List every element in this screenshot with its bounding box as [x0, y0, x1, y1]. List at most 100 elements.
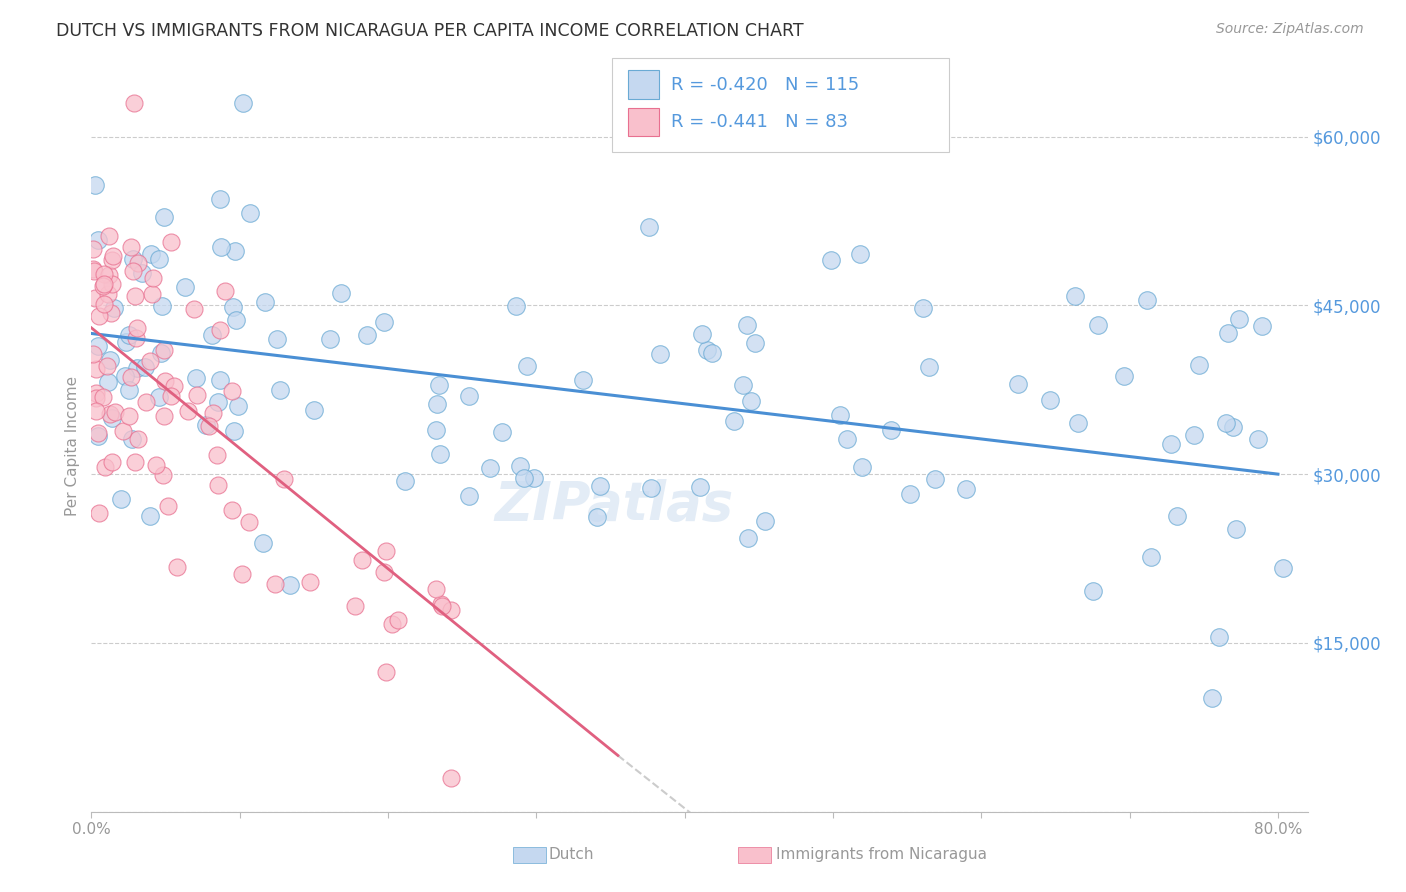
Point [225, 312, 247, 326]
Point [135, 395, 157, 409]
Point [1216, 326, 1239, 341]
Point [87, 506, 110, 520]
Point [84, 391, 107, 405]
Point [458, 389, 481, 403]
Point [224, 244, 246, 258]
Point [153, 210, 176, 224]
Point [820, 252, 842, 267]
Point [222, 301, 245, 315]
Point [429, 597, 451, 611]
Point [298, 575, 321, 590]
Point [131, 266, 153, 280]
Point [1112, 368, 1135, 383]
Point [91, 278, 114, 293]
Point [148, 252, 170, 267]
Point [723, 415, 745, 429]
Text: Immigrants from Nicaragua: Immigrants from Nicaragua [776, 847, 987, 862]
Point [264, 577, 287, 591]
Point [252, 536, 274, 550]
Point [209, 239, 232, 253]
Point [1166, 509, 1188, 524]
Point [98, 352, 121, 367]
Point [735, 318, 758, 333]
Point [142, 271, 165, 285]
Point [737, 531, 759, 545]
Point [201, 327, 224, 342]
Point [318, 332, 340, 346]
Point [1208, 630, 1230, 644]
Point [304, 402, 326, 417]
Point [440, 771, 463, 785]
Point [638, 219, 661, 234]
Point [880, 423, 903, 437]
Point [124, 289, 146, 303]
Point [186, 388, 208, 402]
Point [343, 599, 366, 613]
Point [89, 309, 111, 323]
Point [121, 252, 143, 266]
Point [918, 360, 941, 375]
Text: R = -0.441   N = 83: R = -0.441 N = 83 [671, 113, 848, 131]
Point [121, 432, 143, 446]
Point [202, 406, 225, 420]
Text: ZIPatlas: ZIPatlas [495, 478, 734, 531]
Point [350, 553, 373, 567]
Point [586, 510, 609, 524]
Text: Source: ZipAtlas.com: Source: ZipAtlas.com [1216, 22, 1364, 37]
Point [111, 424, 134, 438]
Point [122, 264, 145, 278]
Point [197, 418, 219, 433]
Point [97, 287, 120, 301]
Point [387, 613, 409, 627]
Point [1247, 432, 1270, 446]
Point [208, 323, 231, 337]
Point [238, 515, 260, 529]
Point [125, 360, 148, 375]
Point [82, 346, 104, 360]
Point [150, 299, 173, 313]
Point [166, 560, 188, 574]
Point [1067, 416, 1090, 430]
Point [86, 339, 108, 353]
Point [82, 261, 104, 276]
Point [87, 233, 110, 247]
Point [124, 331, 146, 345]
Point [356, 327, 378, 342]
Point [104, 405, 127, 419]
Point [101, 252, 124, 267]
Point [458, 489, 481, 503]
Point [174, 279, 197, 293]
Point [214, 284, 236, 298]
Point [394, 474, 416, 488]
Point [160, 389, 183, 403]
Point [835, 432, 858, 446]
Text: Dutch: Dutch [548, 847, 593, 862]
Point [278, 578, 301, 592]
Point [152, 468, 174, 483]
Point [744, 336, 766, 351]
Point [253, 295, 276, 310]
Point [330, 285, 353, 300]
Point [163, 378, 186, 392]
Point [1222, 420, 1244, 434]
Point [91, 390, 114, 404]
Point [239, 206, 262, 220]
Point [228, 399, 250, 413]
Point [381, 616, 404, 631]
Point [101, 249, 124, 263]
Point [139, 354, 162, 368]
Point [159, 235, 181, 250]
Point [924, 472, 946, 486]
Point [103, 301, 125, 315]
Point [426, 397, 449, 411]
Point [84, 291, 107, 305]
Point [110, 491, 132, 506]
Point [83, 263, 105, 277]
Point [429, 447, 451, 461]
Point [94, 460, 117, 475]
Point [1039, 392, 1062, 407]
Point [425, 423, 447, 437]
Point [145, 458, 167, 472]
Point [1215, 416, 1237, 430]
Point [84, 362, 107, 376]
